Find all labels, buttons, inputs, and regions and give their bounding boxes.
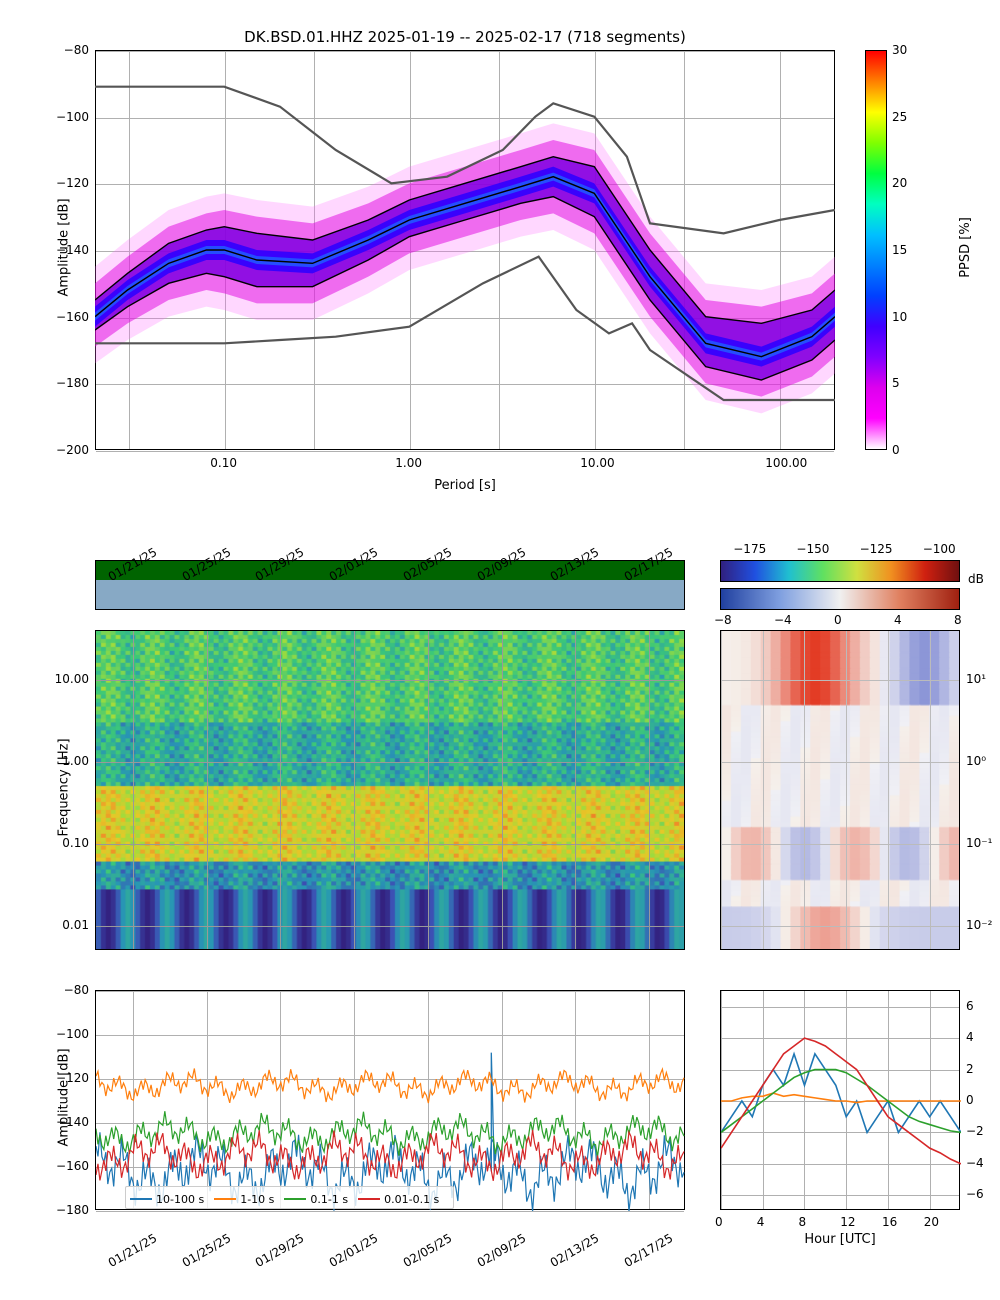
spectrogram-colorbar [720, 560, 960, 582]
figure-title: DK.BSD.01.HHZ 2025-01-19 -- 2025-02-17 (… [95, 28, 835, 46]
ppsd-xlabel: Period [s] [95, 478, 835, 493]
spectrogram-ylabel: Frequency [Hz] [57, 738, 72, 836]
ppsd-colorbar [865, 50, 887, 450]
timeseries-ylabel: Amplitude [dB] [57, 1048, 72, 1146]
timeline-axes [95, 560, 685, 610]
ppsd-figure: DK.BSD.01.HHZ 2025-01-19 -- 2025-02-17 (… [0, 0, 1000, 1300]
diff-colorbar [720, 588, 960, 610]
ppsd-colorbar-label: PPSD [%] [958, 217, 973, 278]
ppsd-axes [95, 50, 835, 450]
hour-ts-xlabel: Hour [UTC] [720, 1232, 960, 1247]
spectrogram-axes [95, 630, 685, 950]
timeseries-legend: 10-100 s1-10 s0.1-1 s0.01-0.1 s [125, 1186, 454, 1209]
hour-spectrogram-axes [720, 630, 960, 950]
timeseries-axes [95, 990, 685, 1210]
hour-timeseries-axes [720, 990, 960, 1210]
